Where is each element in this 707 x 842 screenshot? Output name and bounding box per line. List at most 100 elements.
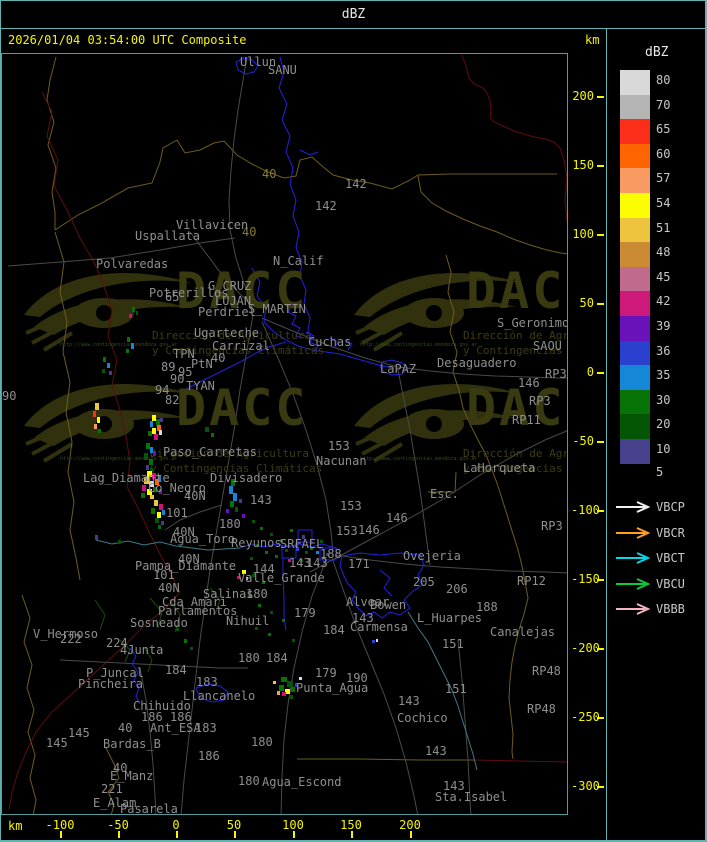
map-label: Divisadero: [210, 471, 283, 485]
legend-arrow-label: VBBB: [656, 602, 685, 617]
map-label: Esc.: [430, 487, 459, 501]
radar-echo: [154, 500, 158, 506]
radar-echo: [316, 551, 319, 554]
map-label: 180: [251, 735, 273, 749]
radar-echo: [149, 459, 153, 465]
radar-echo: [285, 689, 290, 694]
radar-echo: [242, 570, 246, 574]
legend-scale-min-label: 5: [656, 465, 664, 479]
radar-echo: [132, 307, 135, 312]
watermark-line2: y Contingencias Climáticas: [463, 462, 563, 475]
radar-echo: [154, 434, 158, 440]
map-label: 153: [328, 439, 350, 453]
right-axis-tick-label: -250: [571, 710, 600, 724]
map-label: 40: [118, 721, 133, 735]
radar-echo: [287, 681, 293, 687]
radar-echo: [153, 487, 157, 492]
map-label: 184: [266, 651, 288, 665]
radar-echo: [295, 544, 298, 547]
province-border-lines: [21, 56, 567, 814]
radar-echo: [159, 504, 163, 510]
map-label: Agua_Escond: [262, 775, 342, 789]
legend-swatch: [620, 242, 650, 268]
bottom-axis-tick: [234, 831, 236, 838]
radar-echo: [159, 489, 162, 494]
map-label: 180: [238, 774, 260, 788]
map-label: Alvear: [346, 595, 390, 609]
radar-echo: [262, 581, 265, 584]
map-label: 146: [358, 523, 380, 537]
bottom-axis-tick: [351, 831, 353, 838]
radar-echo: [141, 493, 145, 498]
map-label: Canalejas: [490, 625, 556, 639]
watermark-url: http://www.contingencias.mendoza.gov.ar: [60, 342, 178, 348]
map-label: Cuchas: [308, 335, 352, 349]
radar-echo: [152, 415, 156, 421]
map-label: 222: [60, 632, 82, 646]
road-lines: [7, 56, 567, 814]
radar-echo: [157, 425, 161, 431]
map-label: RP3: [541, 519, 563, 533]
map-label: Nacunan: [316, 454, 367, 468]
map-label: S_MARTIN: [248, 302, 306, 316]
legend-swatch: [620, 94, 650, 120]
right-axis-tick-label: -100: [571, 503, 600, 517]
legend-scale-label: 51: [656, 220, 671, 235]
map-label: Llancanelo: [183, 689, 256, 703]
radar-echo: [151, 508, 155, 514]
map-label: Punta_Agua: [296, 681, 369, 695]
bottom-axis-tick: [176, 831, 178, 838]
legend-swatch: [620, 389, 650, 415]
legend-scale-label: 45: [656, 269, 671, 284]
map-label: Polvaredas: [96, 257, 169, 271]
right-axis-tick: [597, 96, 604, 98]
radar-echo: [248, 595, 251, 598]
map-label: RP11: [512, 413, 541, 427]
radar-echo: [161, 521, 164, 525]
map-label: Cda_Amari: [162, 595, 228, 609]
radar-echo: [260, 527, 263, 530]
radar-echo: [131, 343, 134, 349]
radar-echo: [211, 433, 214, 437]
radar-echo: [326, 553, 329, 556]
bottom-axis-tick-label: -100: [45, 818, 75, 832]
map-label: 143: [425, 744, 447, 758]
map-label: L_Huarpes: [417, 611, 483, 625]
map-label: 40: [242, 225, 257, 239]
map-label: 40N: [178, 552, 200, 566]
radar-echo: [146, 465, 149, 470]
frame-bottom-line: [0, 840, 707, 842]
radar-echo: [292, 639, 295, 642]
map-label: LaPAZ: [380, 362, 417, 376]
bottom-axis-tick-label: -50: [107, 818, 129, 832]
radar-echo: [320, 540, 323, 543]
right-axis-tick-label: 0: [586, 365, 594, 379]
map-label: PtN: [191, 357, 213, 371]
right-axis-tick: [597, 579, 604, 581]
legend-swatch: [620, 168, 650, 194]
legend-panel: dBZ 80 70 65 60 57 54 51 48 45 42 39 36 35 30 20 10 5 V…: [607, 29, 705, 840]
map-label: 143: [398, 694, 420, 708]
right-axis-tick: [597, 165, 604, 167]
map-label: 143: [352, 611, 374, 625]
radar-echo: [265, 551, 268, 554]
map-label: 151: [442, 637, 464, 651]
watermark-line1: Dirección de Agricultura: [150, 447, 309, 460]
map-label: Sta.Isabel: [435, 790, 508, 804]
map-label: 186: [170, 710, 192, 724]
radar-echo: [109, 371, 112, 375]
right-axis-tick: [597, 717, 604, 719]
map-label: SANU: [268, 63, 297, 77]
map-label: 146: [518, 376, 540, 390]
radar-echo: [129, 314, 132, 318]
map-label: 144: [253, 562, 275, 576]
map-label: 65: [165, 290, 180, 304]
right-axis-tick-label: 150: [572, 158, 594, 172]
radar-echo: [242, 514, 245, 518]
map-label: 40N: [184, 489, 206, 503]
radar-echo: [148, 431, 152, 436]
radar-echo: [296, 547, 299, 551]
map-label: V_Hermoso: [33, 627, 99, 641]
legend-divider: [606, 28, 607, 842]
